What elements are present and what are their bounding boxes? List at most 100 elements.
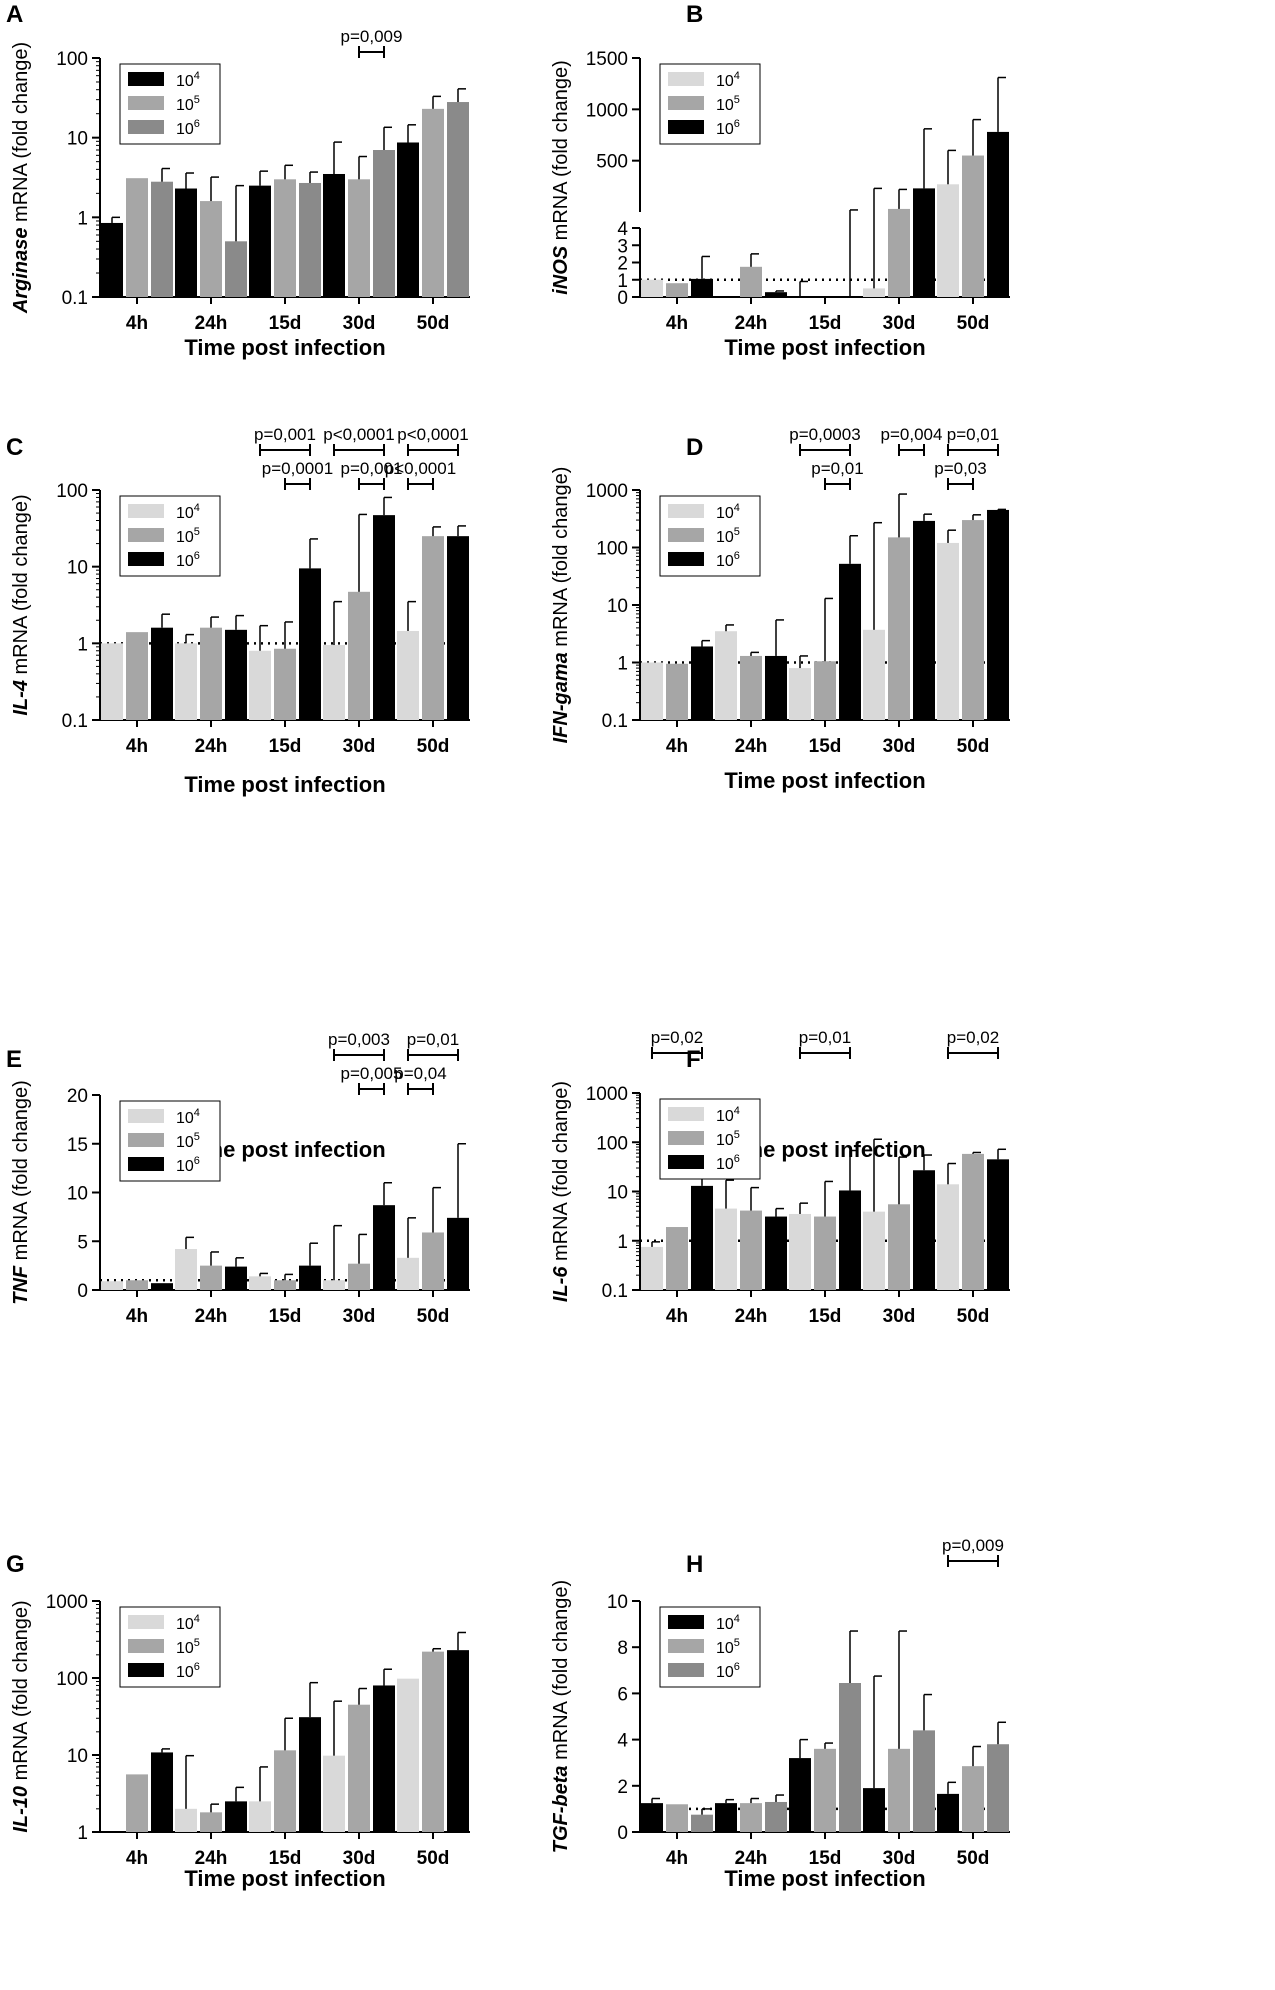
bar [200, 201, 222, 297]
legend: 104 105 106 [659, 495, 761, 577]
legend-label: 106 [716, 1153, 740, 1173]
bar [987, 509, 1009, 720]
bar [839, 563, 861, 720]
p-value-label: p=0,005 [341, 1064, 403, 1083]
bar [225, 241, 247, 297]
bar [740, 655, 762, 720]
y-axis-title: TGF-beta mRNA (fold change) [550, 1580, 572, 1853]
bar [691, 646, 713, 720]
x-tick-label: 24h [735, 1848, 768, 1869]
bar [937, 1184, 959, 1290]
bar [422, 1651, 444, 1832]
bar [200, 627, 222, 720]
bar [299, 1717, 321, 1832]
bar [765, 292, 787, 297]
x-tick-label: 24h [735, 313, 768, 334]
p-value-annotation: p=0,0003 [789, 425, 861, 456]
legend-swatch [668, 1107, 704, 1121]
y-tick-label: 0.1 [602, 1281, 628, 1302]
legend-swatch [128, 1615, 164, 1629]
x-tick-label: 24h [195, 313, 228, 334]
bar [814, 1216, 836, 1290]
bar [274, 179, 296, 297]
panel-letter: F [686, 1046, 701, 1073]
bar [863, 1211, 885, 1290]
y-tick-label: 0 [77, 1281, 88, 1302]
bar [863, 1788, 885, 1832]
p-value-label: p<0,0001 [323, 425, 394, 444]
x-tick-label: 15d [269, 1306, 302, 1327]
p-value-annotation: p=0,01 [799, 1028, 851, 1059]
p-value-annotation: p<0,0001 [385, 459, 456, 490]
legend-swatch [668, 1155, 704, 1169]
y-axis-title: IFN-gama mRNA (fold change) [550, 467, 572, 744]
bar [666, 663, 688, 720]
y-axis-title: IL-4 mRNA (fold change) [10, 494, 32, 715]
bar [987, 1159, 1009, 1290]
bar [715, 1803, 737, 1832]
bar [641, 1246, 663, 1290]
bar [249, 650, 271, 720]
bar [888, 208, 910, 297]
p-value-label: p=0,0001 [262, 459, 333, 478]
bar [348, 179, 370, 297]
bar [373, 515, 395, 720]
panel-D: D 0.1 1 10 100 1000 4h 24h 15d 30d 50d Time post in… [550, 425, 1010, 793]
bar [225, 1266, 247, 1290]
p-value-label: p=0,01 [799, 1028, 851, 1047]
p-value-label: p=0,001 [254, 425, 316, 444]
x-tick-label: 30d [883, 1306, 916, 1327]
panel-H: H 0 2 4 6 8 10 4h 24h 15d 30d 50d Time post infectio… [550, 1536, 1010, 1891]
legend-swatch [128, 120, 164, 134]
bar [200, 1265, 222, 1290]
legend-label: 106 [176, 550, 200, 570]
bar [962, 520, 984, 720]
legend-label: 106 [176, 1661, 200, 1681]
bar [962, 155, 984, 297]
x-tick-label: 4h [126, 736, 148, 757]
p-value-label: p=0,01 [947, 425, 999, 444]
y-tick-label: 500 [596, 152, 628, 173]
legend-label: 105 [716, 1637, 740, 1657]
legend: 104 105 106 [119, 1606, 221, 1688]
legend-swatch [668, 552, 704, 566]
legend-label: 105 [176, 94, 200, 114]
y-tick-label: 20 [67, 1086, 88, 1107]
y-tick-label: 1000 [586, 100, 628, 121]
bar [274, 1750, 296, 1832]
bar [348, 1263, 370, 1290]
bar [666, 283, 688, 297]
p-value-annotation: p<0,0001 [323, 425, 395, 456]
x-tick-label: 30d [343, 1306, 376, 1327]
legend-label: 106 [176, 1155, 200, 1175]
y-tick-label: 1 [77, 634, 88, 655]
y-tick-label: 1 [617, 1232, 628, 1253]
legend-swatch [668, 120, 704, 134]
y-tick-label: 2 [617, 254, 628, 275]
bar [740, 1803, 762, 1832]
bar [913, 1730, 935, 1832]
panel-letter: G [6, 1551, 25, 1578]
p-value-annotation: p=0,03 [934, 459, 987, 490]
bar [888, 1748, 910, 1832]
bar [126, 178, 148, 297]
legend-label: 105 [176, 1637, 200, 1657]
x-axis-title: Time post infection [724, 1866, 925, 1891]
bar [126, 1774, 148, 1832]
legend-swatch [128, 1639, 164, 1653]
x-tick-label: 4h [666, 1848, 688, 1869]
bar [397, 630, 419, 720]
p-value-label: p=0,0003 [789, 425, 860, 444]
bar [839, 1683, 861, 1832]
bar [962, 1153, 984, 1290]
panel-letter: A [6, 1, 23, 28]
y-tick-label: 1 [617, 654, 628, 675]
bar [765, 655, 787, 720]
bar [447, 536, 469, 720]
legend-label: 104 [176, 502, 200, 522]
bar [225, 629, 247, 720]
p-value-annotation: p=0,01 [811, 459, 864, 490]
x-axis-title: Time post infection [724, 768, 925, 793]
x-tick-label: 15d [269, 313, 302, 334]
x-tick-label: 4h [126, 313, 148, 334]
